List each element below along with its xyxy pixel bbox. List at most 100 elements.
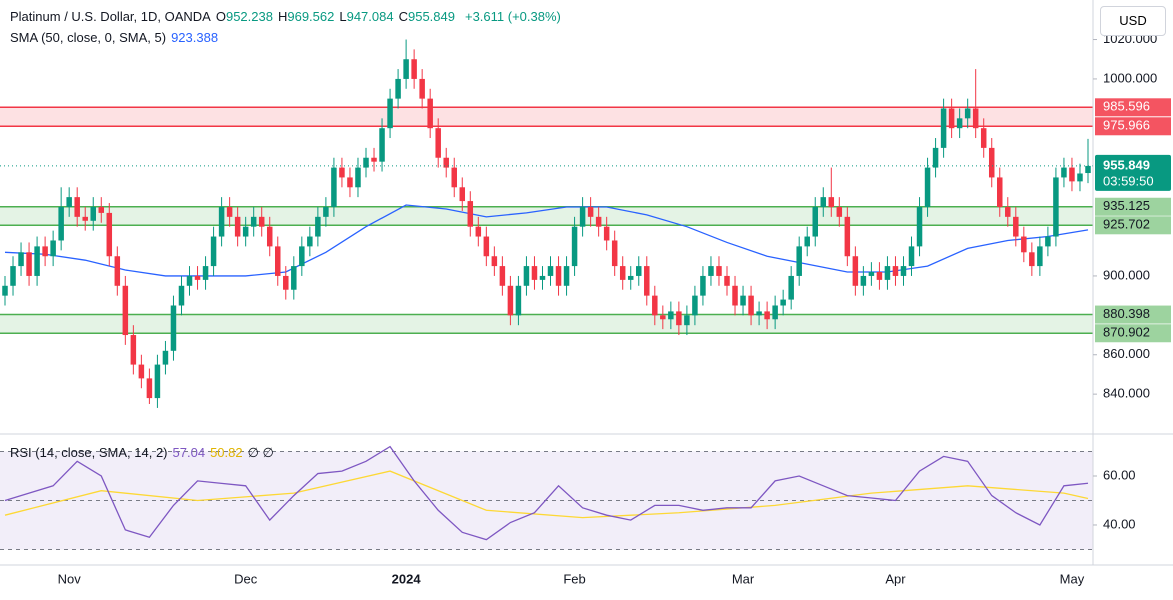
rsi-name: RSI (14, close, SMA, 14, 2)	[10, 445, 168, 460]
candle-body	[852, 256, 859, 286]
candle-body	[1053, 177, 1059, 237]
zone	[0, 314, 1093, 334]
candle-body	[619, 266, 626, 280]
candle-body	[571, 226, 578, 267]
rsi-extra: ∅ ∅	[247, 445, 274, 460]
candle-body	[595, 216, 602, 227]
candle-body	[1077, 173, 1083, 182]
candle-body	[692, 295, 698, 316]
candle-body	[579, 206, 586, 227]
candle-body	[162, 350, 169, 365]
candle-body	[82, 216, 88, 221]
countdown-label: 03:59:50	[1103, 173, 1154, 188]
ohlc-value: 947.084	[346, 9, 394, 24]
candle-body	[475, 226, 482, 237]
candle-body	[732, 285, 738, 306]
candle-body	[1085, 165, 1091, 174]
candle-body	[419, 78, 425, 99]
candle-body	[355, 167, 361, 188]
sma-name: SMA (50, close, 0, SMA, 5)	[10, 30, 167, 45]
candle-body	[764, 311, 770, 320]
candle-body	[812, 206, 818, 237]
x-tick-label: May	[1060, 571, 1085, 586]
candle-body	[539, 275, 546, 280]
candle-body	[307, 236, 313, 247]
candle-body	[339, 167, 345, 178]
candle-body	[427, 98, 433, 129]
zone-price-label: 870.902	[1103, 325, 1150, 340]
x-tick-label: Mar	[732, 571, 755, 586]
candle-body	[34, 246, 40, 276]
ohlc-value: 955.849	[407, 9, 455, 24]
candle-body	[660, 315, 666, 320]
candle-body	[788, 275, 794, 300]
candle-body	[283, 275, 289, 290]
zone-price-label: 925.702	[1103, 217, 1150, 232]
candle-body	[218, 206, 225, 237]
candle-body	[234, 216, 241, 237]
candle-body	[379, 128, 385, 162]
x-tick-label: Feb	[563, 571, 585, 586]
candle-body	[860, 275, 867, 286]
candle-body	[2, 285, 8, 296]
candle-body	[138, 364, 145, 379]
candle-body	[547, 266, 554, 276]
ohlc-values: O952.238 H969.562 L947.084 C955.849	[216, 9, 460, 24]
x-tick-label: 2024	[392, 571, 422, 586]
x-tick-label: Nov	[58, 571, 82, 586]
candle-body	[331, 167, 337, 207]
candle-body	[363, 157, 369, 168]
candle-body	[772, 305, 778, 320]
zone-price-label: 880.398	[1103, 306, 1150, 321]
candle-body	[900, 266, 907, 276]
candle-body	[908, 246, 915, 267]
candle-body	[403, 59, 409, 79]
candle-body	[700, 275, 706, 296]
candle-body	[676, 311, 682, 326]
candle-body	[980, 128, 987, 148]
candle-body	[948, 108, 955, 129]
zone	[0, 107, 1093, 127]
candle-body	[916, 206, 923, 247]
candle-body	[1013, 216, 1019, 237]
candle-body	[708, 266, 714, 276]
candle-body	[122, 285, 129, 336]
zone-price-label: 985.596	[1103, 99, 1150, 114]
candle-body	[411, 59, 417, 79]
change: +3.611 (+0.38%)	[464, 9, 561, 24]
ohlc-key: L	[339, 9, 347, 24]
zone-price-label-bg	[1095, 197, 1171, 216]
candle-body	[266, 226, 273, 247]
rsi-sma-value: 50.82	[210, 445, 243, 460]
candle-body	[1029, 252, 1035, 267]
ohlc-key: O	[215, 9, 226, 24]
y-tick-label: 900.000	[1103, 267, 1150, 282]
x-tick-label: Dec	[234, 571, 258, 586]
price-axis-bg	[1093, 0, 1173, 600]
zone-price-label-bg	[1095, 98, 1171, 117]
candle-body	[483, 236, 490, 257]
rsi-line	[4, 470, 1089, 519]
candle-body	[997, 177, 1003, 207]
candle-body	[876, 272, 883, 280]
candle-body	[10, 266, 16, 286]
candle-body	[98, 206, 105, 213]
candle-body	[844, 216, 851, 257]
currency-button[interactable]: USD	[1100, 6, 1166, 36]
candle-body	[748, 295, 754, 316]
zone-price-label: 935.125	[1103, 198, 1150, 213]
candle-body	[988, 147, 995, 178]
last-price-bg	[1095, 154, 1171, 191]
price-legend: Platinum / U.S. Dollar, 1D, OANDA O952.23…	[10, 9, 566, 24]
candle-body	[756, 311, 762, 316]
sma-line	[4, 204, 1089, 277]
candle-body	[250, 216, 257, 227]
candle-body	[66, 197, 72, 207]
candle-body	[684, 315, 690, 326]
candle-body	[451, 167, 457, 188]
candle-body	[26, 252, 32, 276]
candle-body	[507, 285, 514, 316]
symbol-title: Platinum / U.S. Dollar, 1D, OANDA	[10, 9, 211, 24]
candle-body	[1061, 167, 1067, 178]
